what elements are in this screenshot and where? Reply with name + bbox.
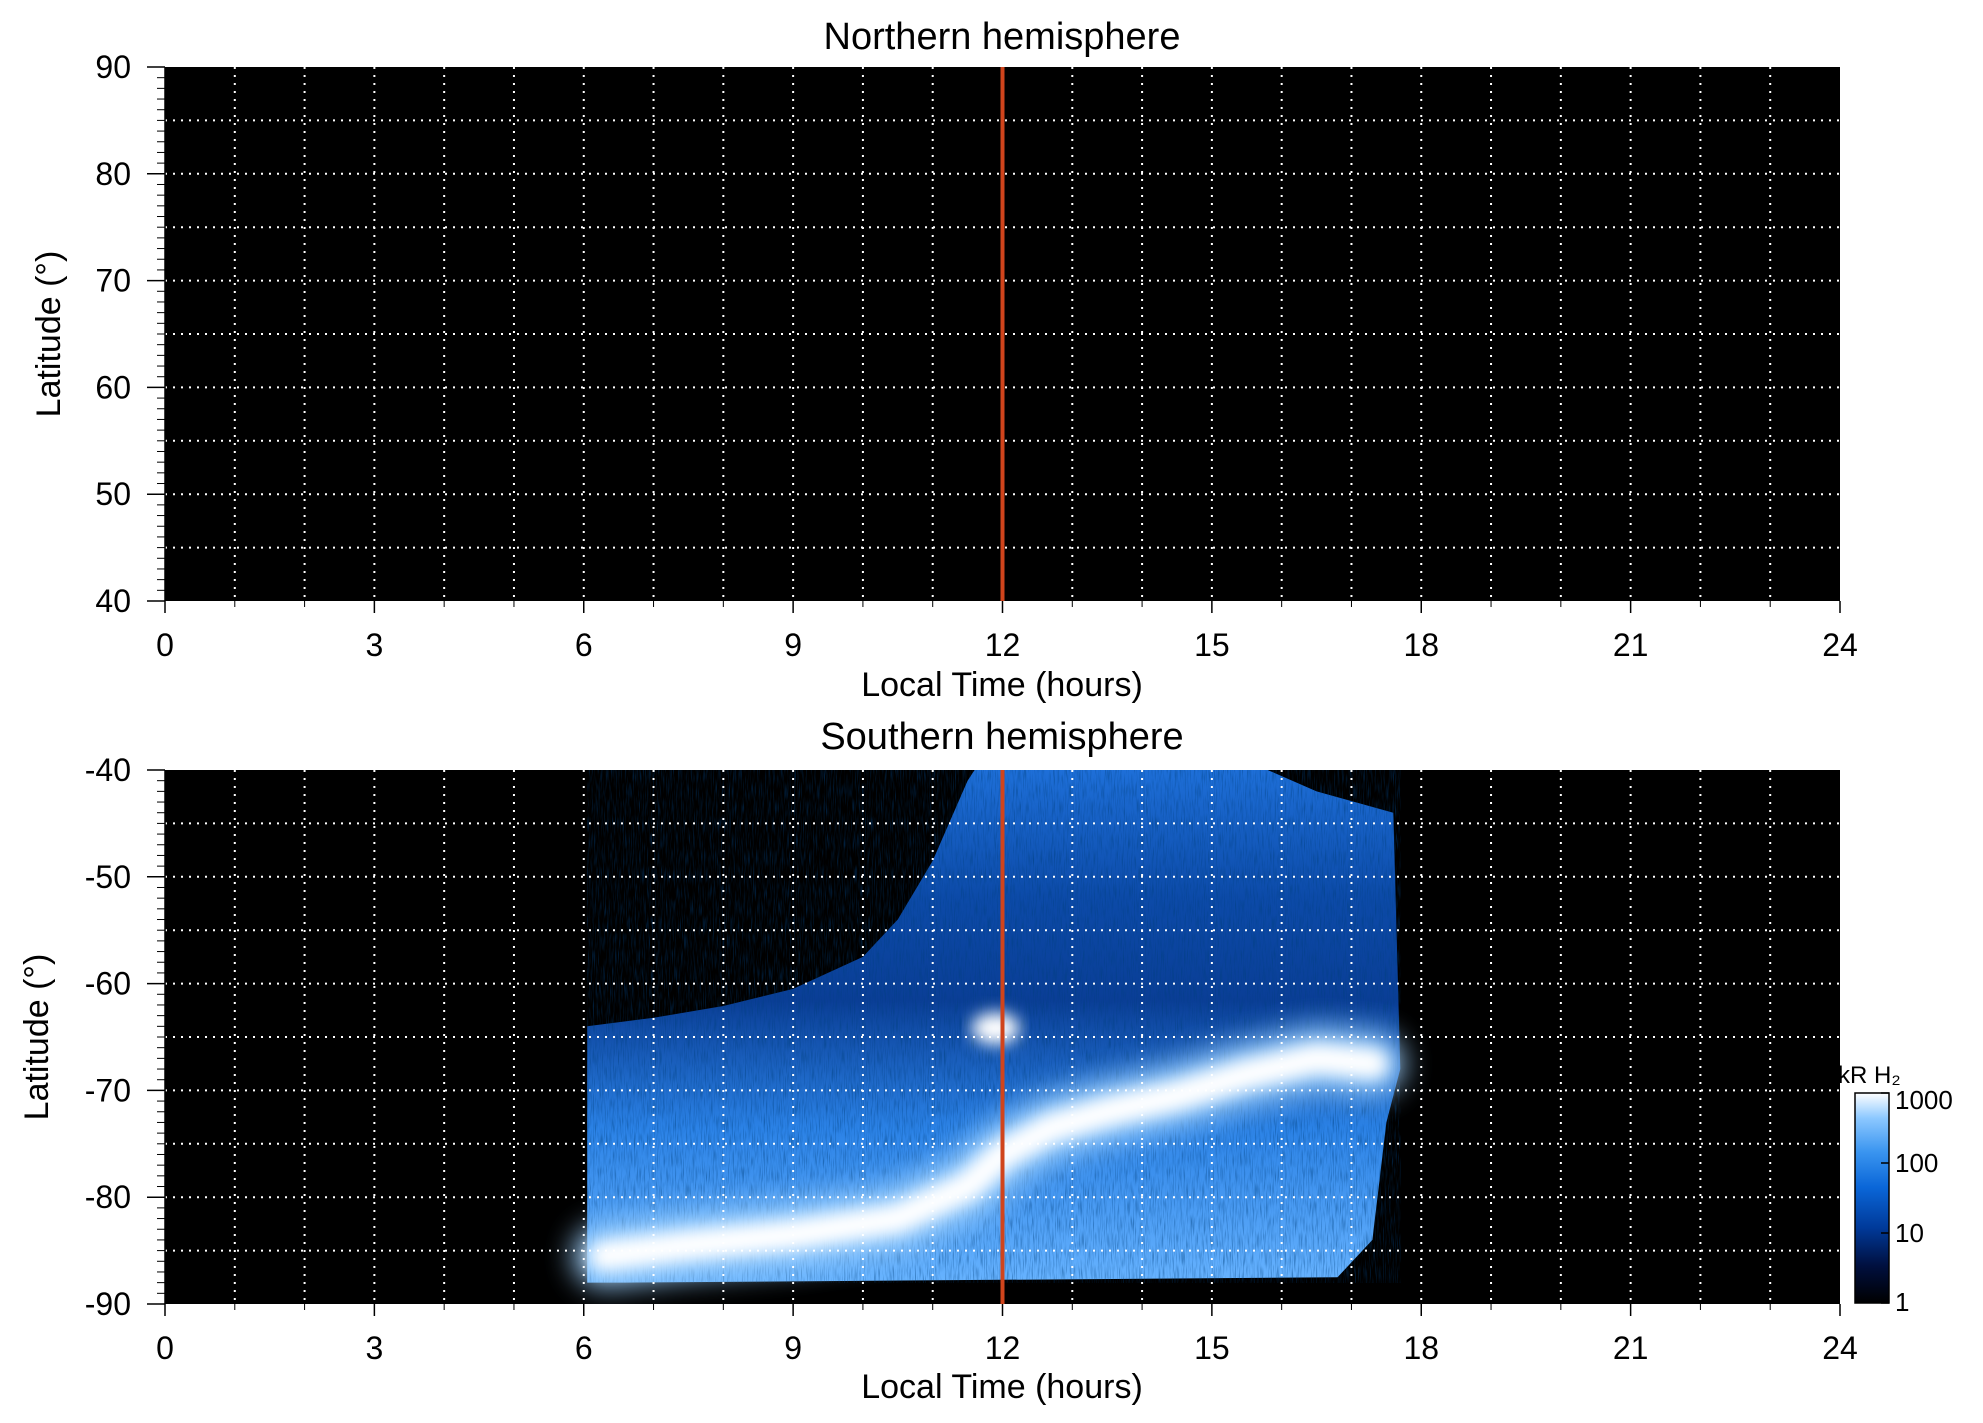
x-tick-label: 0: [156, 1330, 174, 1366]
xlabel-south: Local Time (hours): [861, 1368, 1143, 1406]
y-tick-label: -60: [85, 966, 131, 1002]
x-tick-label: 0: [156, 627, 174, 663]
aurora-emission: [572, 770, 1405, 1288]
x-tick-label: 18: [1403, 627, 1439, 663]
colorbar-tick-label: 10: [1895, 1218, 1924, 1248]
x-tick-label: 12: [985, 627, 1021, 663]
x-tick-label: 24: [1822, 1330, 1858, 1366]
colorbar-tick-label: 1: [1895, 1287, 1909, 1317]
x-tick-label: 3: [365, 1330, 383, 1366]
colorbar-ticks: 1 10 100 1000: [1881, 1085, 1953, 1317]
y-tick-label: -90: [85, 1286, 131, 1322]
x-tick-label: 12: [985, 1330, 1021, 1366]
x-tick-label: 15: [1194, 627, 1230, 663]
x-tick-label: 21: [1613, 627, 1649, 663]
ylabel-south: Latitude (°): [18, 954, 56, 1121]
colorbar-tick-label: 1000: [1895, 1085, 1953, 1115]
ylabel-north: Latitude (°): [30, 251, 68, 418]
x-tick-label: 9: [784, 1330, 802, 1366]
main-oval: [589, 1043, 1388, 1271]
x-tick-label: 6: [575, 1330, 593, 1366]
gridlines-north: [165, 67, 1840, 601]
x-tick-label: 3: [365, 627, 383, 663]
y-tick-label: -80: [85, 1179, 131, 1215]
y-tick-label: 40: [95, 583, 131, 619]
y-tick-label: -40: [85, 752, 131, 788]
axes-south: 0 3 6 9 12 15 18 21 24 -90 -80 -70 -60 -50 -40: [85, 752, 1858, 1366]
x-tick-label: 24: [1822, 627, 1858, 663]
bright-spots: [971, 1012, 1020, 1045]
panel-north: Northern hemisphere 0 3 6 9 12 15 18 21 24 40 50 60…: [30, 16, 1858, 704]
y-tick-label: -50: [85, 859, 131, 895]
xlabel-north: Local Time (hours): [861, 666, 1143, 704]
title-north: Northern hemisphere: [824, 16, 1181, 58]
colorbar-title: kR H₂: [1838, 1062, 1901, 1089]
colorbar-tick-label: 100: [1895, 1148, 1938, 1178]
y-tick-label: 80: [95, 156, 131, 192]
x-tick-label: 18: [1403, 1330, 1439, 1366]
colorbar: kR H₂ 1 10 100 1000: [1838, 1062, 1953, 1317]
y-tick-label: 60: [95, 369, 131, 405]
y-tick-label: 50: [95, 476, 131, 512]
x-tick-label: 21: [1613, 1330, 1649, 1366]
bright-spot: [971, 1012, 1020, 1045]
x-tick-label: 6: [575, 627, 593, 663]
panel-south: Southern hemisphere 0 3 6 9 12 15 18 21 24 -90 -80…: [18, 716, 1858, 1406]
x-tick-label: 9: [784, 627, 802, 663]
colorbar-scale: [1854, 1092, 1890, 1304]
y-tick-label: 70: [95, 263, 131, 299]
gridlines-south: [165, 770, 1840, 1304]
title-south: Southern hemisphere: [820, 716, 1183, 758]
x-tick-label: 15: [1194, 1330, 1230, 1366]
axes-north: 0 3 6 9 12 15 18 21 24 40 50 60 70 80 90: [95, 49, 1857, 663]
y-tick-label: 90: [95, 49, 131, 85]
y-tick-label: -70: [85, 1072, 131, 1108]
